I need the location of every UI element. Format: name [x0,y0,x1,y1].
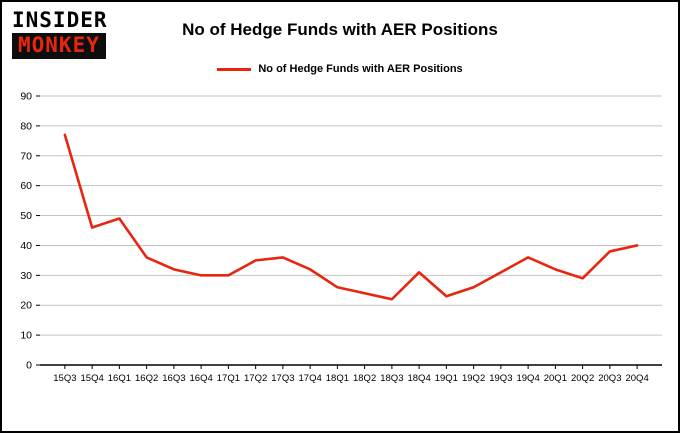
svg-text:50: 50 [20,210,32,222]
svg-text:16Q4: 16Q4 [190,373,213,384]
legend-label: No of Hedge Funds with AER Positions [258,63,463,75]
line-chart: 0 10 20 30 40 50 60 70 80 90 15Q3 15Q4 16Q1 16Q2 16Q3 1… [10,88,674,393]
svg-text:20Q1: 20Q1 [544,373,567,384]
svg-text:10: 10 [20,330,32,342]
svg-text:16Q3: 16Q3 [162,373,185,384]
svg-text:19Q4: 19Q4 [516,373,539,384]
svg-text:18Q1: 18Q1 [326,373,349,384]
svg-text:18Q2: 18Q2 [353,373,376,384]
svg-text:30: 30 [20,270,32,282]
svg-text:15Q4: 15Q4 [81,373,104,384]
svg-text:19Q1: 19Q1 [435,373,458,384]
svg-text:18Q3: 18Q3 [380,373,403,384]
svg-text:80: 80 [20,120,32,132]
x-axis-labels: 15Q3 15Q4 16Q1 16Q2 16Q3 16Q4 17Q1 17Q2 17Q3 17Q4… [53,365,649,384]
insider-monkey-logo: INSIDER MONKEY [12,10,108,59]
svg-text:16Q2: 16Q2 [135,373,158,384]
svg-text:20Q2: 20Q2 [571,373,594,384]
svg-text:15Q3: 15Q3 [53,373,76,384]
svg-text:0: 0 [26,360,32,372]
svg-text:20Q3: 20Q3 [598,373,621,384]
svg-text:16Q1: 16Q1 [108,373,131,384]
svg-text:17Q4: 17Q4 [299,373,322,384]
svg-text:60: 60 [20,180,32,192]
grid-lines [40,95,662,366]
svg-text:70: 70 [20,150,32,162]
svg-text:90: 90 [20,91,32,103]
y-axis-labels: 0 10 20 30 40 50 60 70 80 90 [20,91,40,372]
svg-text:18Q4: 18Q4 [407,373,430,384]
logo-monkey-text: MONKEY [12,33,106,59]
logo-insider-text: INSIDER [12,8,108,32]
svg-text:17Q2: 17Q2 [244,373,267,384]
svg-text:17Q3: 17Q3 [271,373,294,384]
svg-text:20Q4: 20Q4 [625,373,648,384]
chart-title: No of Hedge Funds with AER Positions [182,20,498,39]
svg-text:40: 40 [20,240,32,252]
svg-text:19Q2: 19Q2 [462,373,485,384]
svg-text:17Q1: 17Q1 [217,373,240,384]
series-line [63,133,639,301]
legend: No of Hedge Funds with AER Positions [2,63,678,75]
svg-text:19Q3: 19Q3 [489,373,512,384]
svg-text:20: 20 [20,300,32,312]
legend-line-swatch [217,67,252,71]
